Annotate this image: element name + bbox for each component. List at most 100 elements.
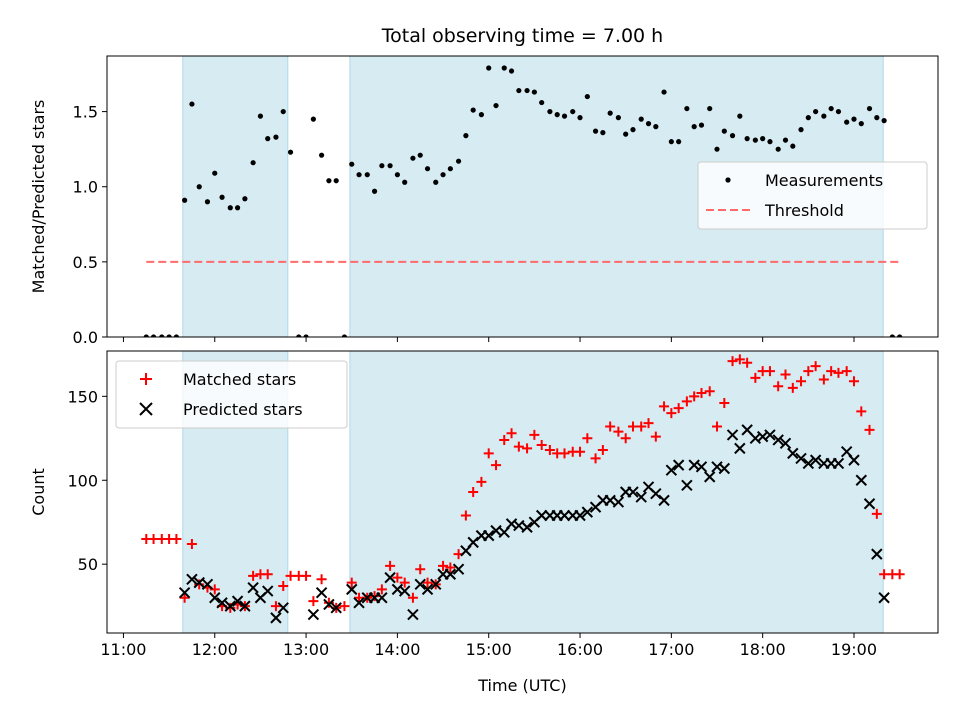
predicted-star-point xyxy=(809,454,822,466)
matched-star-point xyxy=(773,381,784,392)
y-tick-label: 0.0 xyxy=(73,328,98,347)
matched-star-point xyxy=(590,453,601,464)
measurement-point xyxy=(257,113,264,119)
predicted-star-point xyxy=(407,608,419,621)
predicted-star-point xyxy=(558,509,571,522)
y-tick-label: 50 xyxy=(78,555,98,574)
predicted-star-point xyxy=(772,434,784,446)
x-tick-label: 12:00 xyxy=(192,640,238,659)
matched-star-point xyxy=(476,476,487,487)
measurement-point xyxy=(698,122,705,128)
predicted-star-point xyxy=(323,598,335,611)
measurement-point xyxy=(341,334,348,337)
matched-star-point xyxy=(308,596,319,607)
legend-predicted-marker xyxy=(139,402,153,416)
y-tick-label: 1.5 xyxy=(73,103,98,122)
x-tick-label: 13:00 xyxy=(283,640,329,659)
measurement-point xyxy=(844,119,850,125)
matched-star-point xyxy=(605,421,616,432)
predicted-star-point xyxy=(734,442,746,455)
measurement-point xyxy=(821,113,827,119)
matched-star-point xyxy=(491,460,502,471)
x-tick-label: 19:00 xyxy=(831,640,877,659)
matched-star-point xyxy=(696,387,707,398)
matched-star-point xyxy=(559,448,570,459)
y-axis-label: Count xyxy=(29,468,48,516)
predicted-star-point xyxy=(277,602,289,614)
measurement-point xyxy=(828,105,834,112)
measurement-point xyxy=(874,115,880,121)
plot-area xyxy=(141,354,905,624)
measurement-point xyxy=(486,65,492,71)
matched-star-point xyxy=(650,431,661,442)
measurement-point xyxy=(554,112,560,118)
predicted-star-point xyxy=(346,583,358,596)
x-tick-label: 15:00 xyxy=(466,640,512,659)
measurement-point xyxy=(447,166,453,172)
measurement-point xyxy=(310,116,316,122)
measurement-point xyxy=(143,334,149,337)
matched-star-point xyxy=(399,577,410,588)
matched-star-point xyxy=(582,433,593,444)
measurement-point xyxy=(265,136,271,142)
matched-star-point xyxy=(248,570,259,581)
predicted-star-point xyxy=(848,454,860,466)
predicted-star-point xyxy=(186,573,198,585)
measurement-point xyxy=(752,137,758,143)
measurement-point xyxy=(387,163,393,169)
measurement-point xyxy=(516,87,522,94)
measurement-point xyxy=(661,89,667,95)
measurement-point xyxy=(455,158,462,164)
measurement-point xyxy=(767,139,773,145)
measurement-point xyxy=(615,115,621,121)
x-axis-label: Time (UTC) xyxy=(477,676,566,695)
x-tick-label: 18:00 xyxy=(740,640,786,659)
matched-star-point xyxy=(620,433,631,444)
measurement-point xyxy=(638,116,644,122)
measurement-point xyxy=(463,133,469,139)
y-tick-label: 0.5 xyxy=(73,253,98,272)
measurement-point xyxy=(676,139,682,145)
legend-box xyxy=(115,360,348,429)
matched-star-point xyxy=(712,421,723,432)
predicted-star-point xyxy=(764,429,776,441)
legend-label: Measurements xyxy=(765,171,883,190)
matched-star-point xyxy=(392,572,403,583)
measurement-point xyxy=(433,179,439,185)
measurement-point xyxy=(166,334,172,337)
matched-star-point xyxy=(613,426,624,437)
predicted-star-point xyxy=(467,536,479,549)
measurement-point xyxy=(835,108,842,115)
matched-star-point xyxy=(673,403,684,414)
measurement-point xyxy=(417,152,423,158)
matched-star-point xyxy=(727,356,738,367)
matched-star-point xyxy=(643,418,654,429)
measurement-point xyxy=(326,178,332,184)
predicted-star-point xyxy=(863,498,876,510)
measurement-point xyxy=(760,136,766,142)
measurement-point xyxy=(493,102,499,109)
y-tick-label: 100 xyxy=(67,471,98,490)
matched-star-point xyxy=(460,510,471,521)
matched-star-point xyxy=(385,560,396,571)
measurement-point xyxy=(410,155,416,161)
measurement-point xyxy=(623,131,629,137)
measurement-point xyxy=(364,172,370,178)
matched-star-point xyxy=(856,406,867,417)
predicted-star-point xyxy=(832,457,845,470)
measurement-point xyxy=(402,179,408,185)
measurement-point xyxy=(182,197,188,203)
matched-star-point xyxy=(864,424,875,435)
measurement-point xyxy=(714,146,720,152)
measurement-point xyxy=(584,93,590,100)
predicted-star-point xyxy=(353,597,365,609)
matched-star-point xyxy=(522,443,533,454)
predicted-star-point xyxy=(224,600,236,612)
measurement-point xyxy=(204,199,211,205)
measurement-point xyxy=(721,128,727,134)
legend: Measurements Threshold xyxy=(697,161,928,230)
matched-star-point xyxy=(468,487,479,497)
matched-star-point xyxy=(575,446,586,457)
matched-star-point xyxy=(734,354,745,365)
